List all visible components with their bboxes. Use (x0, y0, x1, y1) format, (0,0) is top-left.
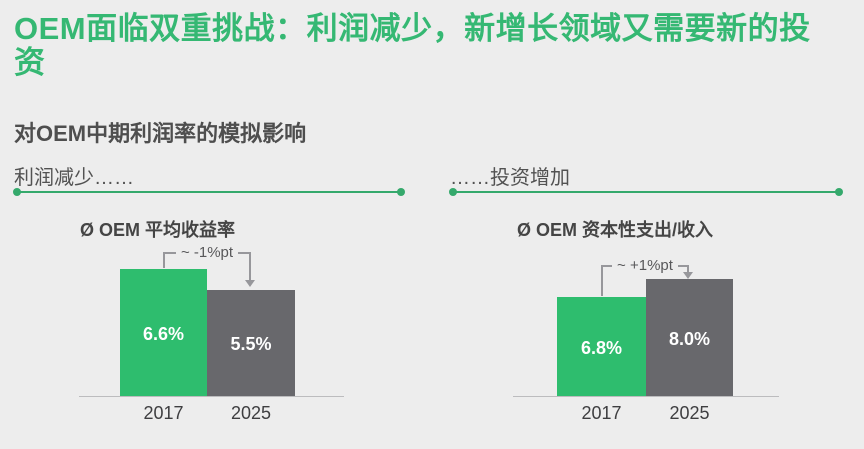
panel-header-investment-increase: ……投资增加 (450, 167, 570, 189)
x-axis-right-chart (513, 396, 779, 397)
bar-left-2017: 6.6% (120, 269, 207, 396)
annotation-arrow (245, 252, 255, 287)
bar-value-label: 6.6% (142, 323, 185, 344)
annotation-delta-label: ~ +1%pt (601, 257, 689, 274)
bar-value-label: 6.8% (580, 337, 623, 358)
bar-right-2025: 8.0% (646, 279, 733, 396)
annotation-delta-text: ~ +1%pt (612, 257, 678, 274)
arrow-down-icon (245, 280, 255, 287)
annotation-delta-text: ~ -1%pt (175, 244, 239, 261)
divider-rule-right (449, 188, 843, 196)
annotation-bracket-leg (601, 265, 603, 296)
chart-title-average-yield: Ø OEM 平均收益率 (80, 220, 236, 240)
rule-endpoint-dot (13, 188, 21, 196)
x-axis-left-chart (79, 396, 344, 397)
bar-right-2017: 6.8% (557, 297, 646, 396)
slide-title-line-1: OEM面临双重挑战：利润减少，新增长领域又需要新的投 (14, 11, 811, 46)
x-tick-label: 2025 (669, 403, 710, 423)
bar-left-2025: 5.5% (207, 290, 295, 396)
x-tick-label: 2025 (230, 403, 272, 423)
chart-title-capex-revenue: Ø OEM 资本性支出/收入 (517, 220, 714, 240)
rule-endpoint-dot (835, 188, 843, 196)
divider-rule-left (13, 188, 405, 196)
slide-title-line-2: 资 (14, 45, 46, 80)
slide-subtitle: 对OEM中期利润率的模拟影响 (14, 121, 307, 146)
annotation-delta-label: ~ -1%pt (163, 244, 251, 261)
bar-value-label: 8.0% (668, 328, 711, 349)
x-tick-label: 2017 (143, 403, 184, 423)
x-tick-label: 2017 (581, 403, 622, 423)
arrow-down-icon (683, 272, 693, 279)
annotation-arrow (683, 265, 693, 279)
annotation-bracket-leg (163, 252, 165, 268)
bar-value-label: 5.5% (230, 334, 272, 355)
rule-endpoint-dot (449, 188, 457, 196)
panel-header-profit-decline: 利润减少…… (14, 167, 134, 189)
slide-title: OEM面临双重挑战：利润减少，新增长领域又需要新的投 资 (14, 12, 850, 80)
rule-endpoint-dot (397, 188, 405, 196)
